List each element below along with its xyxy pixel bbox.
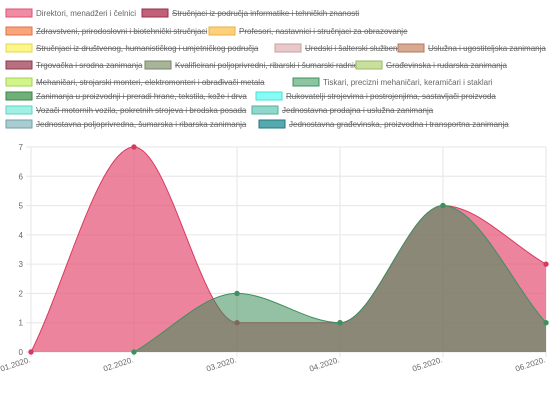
- data-point[interactable]: [131, 144, 137, 150]
- legend-item[interactable]: Uslužna i ugostiteljska zanimanja: [397, 43, 546, 53]
- x-tick-label: 01.2020.: [0, 355, 32, 373]
- series-area: [134, 205, 546, 352]
- legend-item[interactable]: Stručnjaci iz područja informatike i teh…: [141, 8, 359, 18]
- x-tick-label: 02.2020.: [102, 355, 134, 373]
- y-tick-label: 1: [19, 319, 24, 328]
- legend: Direktori, menadžeri i čelnici Stručnjaci…: [5, 8, 546, 129]
- y-tick-label: 2: [19, 289, 24, 298]
- legend-swatch: [355, 60, 383, 70]
- y-tick-label: 0: [19, 348, 24, 357]
- legend-item[interactable]: Jednostavna prodajna i uslužna zanimanja: [251, 105, 434, 115]
- y-tick-label: 3: [19, 260, 24, 269]
- legend-swatch: [397, 43, 425, 53]
- data-point[interactable]: [28, 349, 34, 355]
- y-tick-label: 6: [19, 172, 24, 181]
- y-tick-label: 7: [19, 143, 24, 152]
- data-point[interactable]: [543, 261, 549, 267]
- y-tick-label: 4: [19, 231, 24, 240]
- legend-item[interactable]: Rukovatelji strojevima i postrojenjima, …: [255, 91, 496, 101]
- legend-swatch: [144, 60, 172, 70]
- x-tick-label: 05.2020.: [411, 355, 443, 373]
- legend-item[interactable]: Trgovačka i srodna zanimanja: [5, 60, 143, 70]
- legend-swatch: [5, 8, 33, 18]
- legend-item[interactable]: Uredski i šalterski službenici: [274, 43, 405, 53]
- series-layer: [28, 144, 549, 355]
- legend-swatch: [258, 119, 286, 129]
- data-point[interactable]: [543, 320, 549, 326]
- legend-item[interactable]: Direktori, menadžeri i čelnici: [5, 8, 136, 18]
- legend-swatch: [141, 8, 169, 18]
- legend-swatch: [208, 26, 236, 36]
- legend-item[interactable]: Tiskari, precizni mehaničari, keramičari…: [292, 77, 493, 87]
- legend-item[interactable]: Kvalificirani poljoprivredni, ribarski i…: [144, 60, 360, 70]
- legend-item[interactable]: Profesori, nastavnici i stručnjaci za ob…: [208, 26, 408, 36]
- legend-item[interactable]: Jednostavna poljoprivredna, šumarska i r…: [5, 119, 247, 129]
- legend-swatch: [5, 77, 33, 87]
- legend-swatch: [5, 60, 33, 70]
- x-tick-label: 06.2020.: [514, 355, 546, 373]
- legend-swatch: [5, 119, 33, 129]
- data-point[interactable]: [440, 202, 446, 209]
- legend-item[interactable]: Zanimanja u proizvodnji i preradi hrane,…: [5, 91, 247, 101]
- data-point[interactable]: [337, 320, 343, 326]
- legend-item[interactable]: Građevinska i rudarska zanimanja: [355, 60, 507, 70]
- legend-label: Direktori, menadžeri i čelnici: [36, 9, 136, 18]
- series-line: [133, 205, 547, 353]
- y-tick-label: 5: [19, 202, 24, 211]
- legend-swatch: [5, 105, 33, 115]
- x-tick-label: 04.2020.: [308, 355, 340, 373]
- data-point[interactable]: [131, 349, 137, 355]
- legend-swatch: [5, 26, 33, 36]
- legend-swatch: [255, 91, 283, 101]
- legend-swatch: [292, 77, 320, 87]
- legend-label: Tiskari, precizni mehaničari, keramičari…: [323, 78, 493, 87]
- data-point[interactable]: [234, 290, 240, 297]
- legend-swatch: [5, 91, 33, 101]
- legend-item[interactable]: Vozači motornih vozila, pokretnih stroje…: [5, 105, 247, 115]
- x-tick-label: 03.2020.: [205, 355, 237, 373]
- legend-swatch: [251, 105, 279, 115]
- legend-item[interactable]: Stručnjaci iz društvenog, humanističkog …: [5, 43, 259, 53]
- legend-swatch: [5, 43, 33, 53]
- legend-item[interactable]: Mehaničari, strojarski monteri, elektrom…: [5, 77, 265, 87]
- series-2: [131, 202, 549, 355]
- legend-item[interactable]: Zdravstveni, prirodoslovni i biotehnički…: [5, 26, 207, 36]
- legend-swatch: [274, 43, 302, 53]
- legend-item[interactable]: Jednostavna građevinska, proizvodna i tr…: [258, 119, 509, 129]
